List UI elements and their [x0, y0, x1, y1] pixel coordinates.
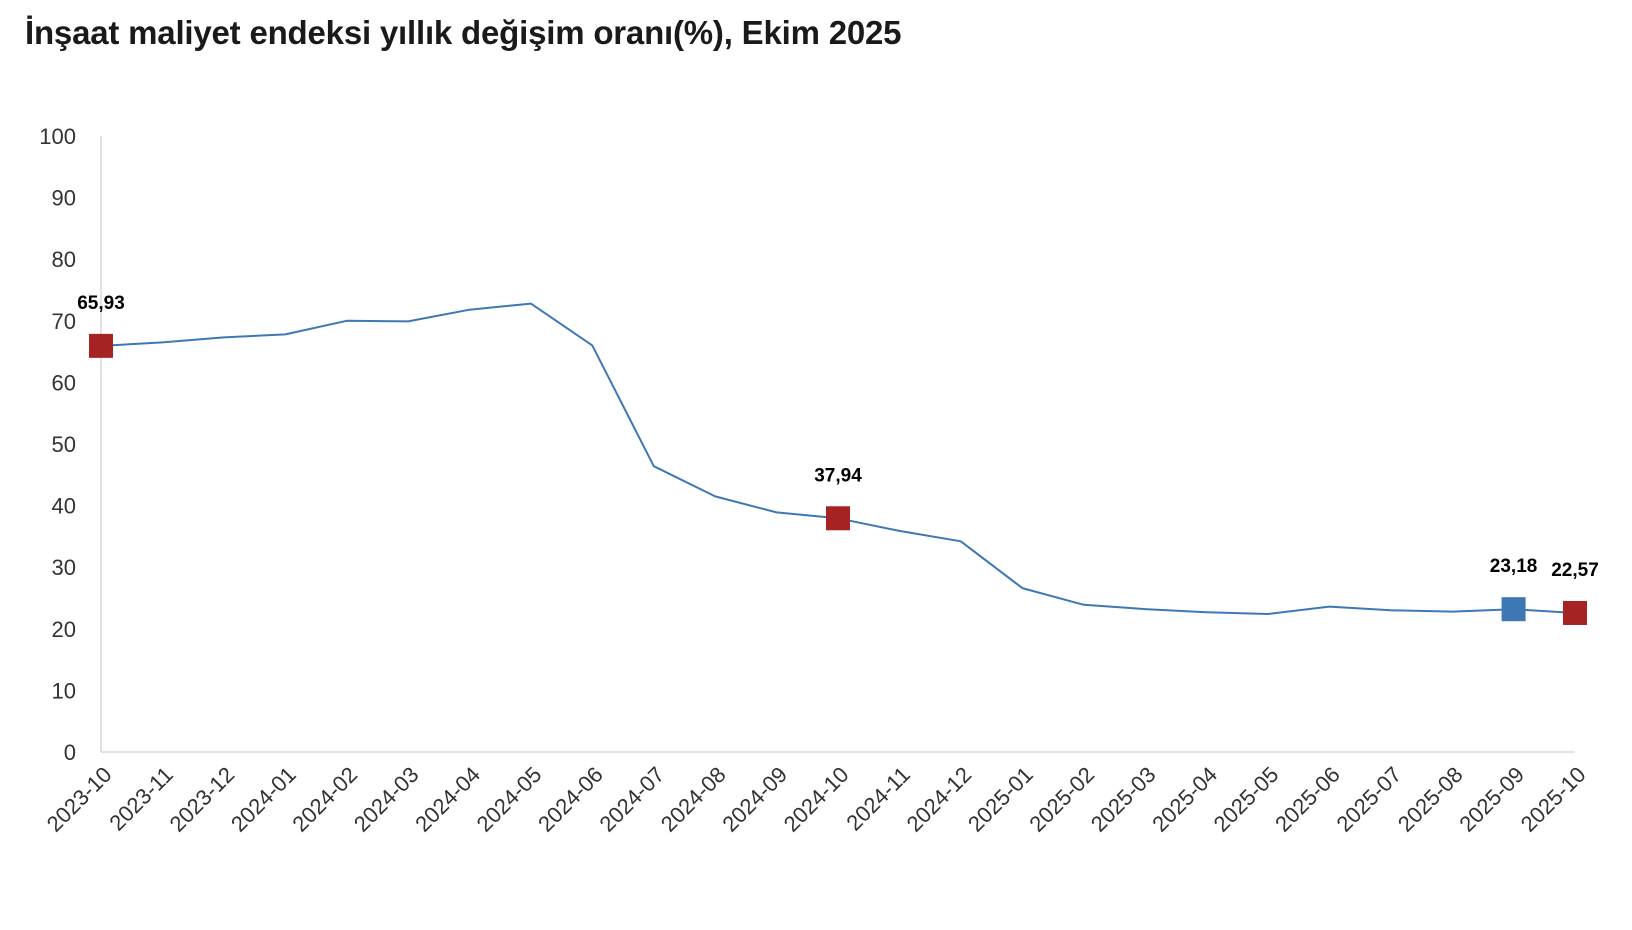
x-tick-label: 2024-01 [226, 762, 301, 837]
y-tick-label: 90 [52, 186, 76, 211]
x-tick-label: 2024-10 [779, 762, 854, 837]
y-tick-label: 50 [52, 432, 76, 457]
y-tick-label: 70 [52, 309, 76, 334]
x-tick-label: 2025-02 [1024, 762, 1099, 837]
x-tick-label: 2024-06 [533, 762, 608, 837]
x-tick-label: 2024-04 [410, 762, 485, 837]
y-tick-labels: 0 10 20 30 40 50 60 70 80 90 100 [39, 124, 76, 765]
series-line [100, 302, 1576, 615]
y-tick-label: 20 [52, 617, 76, 642]
data-point-marker [1501, 597, 1526, 622]
series-group [100, 302, 1576, 615]
x-tick-label: 2025-08 [1393, 762, 1468, 837]
data-point-marker [1563, 600, 1587, 625]
x-tick-label: 2024-03 [349, 762, 424, 837]
x-tick-label: 2024-08 [656, 762, 731, 837]
x-tick-label: 2024-11 [841, 762, 915, 836]
data-label: 65,93 [77, 293, 125, 314]
x-tick-label: 2024-09 [717, 762, 792, 837]
y-tick-label: 30 [52, 555, 76, 580]
x-tick-label: 2025-07 [1332, 762, 1407, 837]
data-point-marker [826, 506, 850, 531]
x-tick-label: 2024-12 [902, 762, 977, 837]
x-tick-label: 2025-04 [1147, 762, 1222, 837]
x-tick-label: 2025-10 [1516, 762, 1591, 837]
x-tick-label: 2024-02 [287, 762, 362, 837]
x-tick-labels: 2023-102023-112023-122024-012024-022024-… [42, 762, 1591, 837]
y-tick-label: 40 [52, 494, 76, 519]
x-tick-label: 2025-06 [1270, 762, 1345, 837]
data-label: 37,94 [814, 465, 862, 486]
y-tick-label: 10 [52, 678, 76, 703]
y-tick-label: 0 [64, 740, 76, 765]
x-tick-label: 2025-05 [1209, 762, 1284, 837]
y-tick-label: 60 [52, 370, 76, 395]
y-tick-label: 100 [39, 124, 76, 149]
x-tick-label: 2023-11 [104, 762, 178, 836]
x-tick-label: 2025-01 [963, 762, 1038, 837]
highlight-markers: 65,93 37,94 23,18 22,57 [77, 293, 1599, 625]
data-label: 22,57 [1551, 560, 1599, 581]
x-tick-label: 2024-05 [472, 762, 547, 837]
y-tick-label: 80 [52, 247, 76, 272]
x-tick-label: 2023-12 [165, 762, 240, 837]
data-label: 23,18 [1490, 556, 1538, 577]
data-point-marker [89, 333, 113, 358]
chart-title: İnşaat maliyet endeksi yıllık değişim or… [25, 14, 902, 51]
x-tick-label: 2025-03 [1086, 762, 1161, 837]
x-tick-label: 2024-07 [595, 762, 670, 837]
x-tick-label: 2025-09 [1454, 762, 1529, 837]
x-tick-label: 2023-10 [42, 762, 117, 837]
